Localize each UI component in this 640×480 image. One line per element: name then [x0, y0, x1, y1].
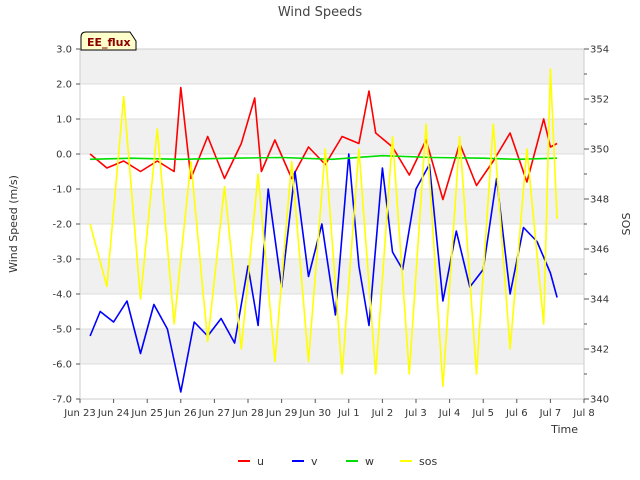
y-axis-right: 354 352 350 348 346 344 342 340: [584, 45, 609, 406]
site-badge-shape: [80, 31, 137, 51]
legend-label-w: w: [365, 455, 374, 468]
y-tick-label: 1.0: [56, 115, 72, 126]
x-tick-label: Jul 4: [438, 408, 461, 419]
y-tick-label: -6.0: [52, 360, 72, 371]
plot-band: [80, 49, 584, 84]
plot-band: [80, 189, 584, 224]
legend: u v w sos: [238, 455, 437, 468]
series-line-u: [89, 86, 558, 201]
y-tick-label: -1.0: [52, 185, 72, 196]
x-tick-label: Jun 24: [97, 408, 130, 419]
y2-tick-label: 340: [590, 395, 609, 406]
legend-label-u: u: [257, 455, 264, 468]
x-tick-label: Jul 8: [572, 408, 595, 419]
x-tick-label: Jun 30: [298, 408, 331, 419]
x-tick-label: Jun 29: [265, 408, 298, 419]
x-tick-label: Jul 2: [371, 408, 394, 419]
y2-tick-label: 350: [590, 145, 609, 156]
series-line-v: [89, 153, 558, 393]
x-tick-label: Jul 7: [539, 408, 562, 419]
y2-axis-label: SOS: [620, 213, 633, 236]
x-axis-label: Time: [550, 423, 578, 436]
y2-tick-label: 354: [590, 45, 609, 56]
chart-title: Wind Speeds: [278, 5, 363, 20]
plot-band: [80, 84, 584, 119]
y2-tick-label: 344: [590, 295, 609, 306]
y-tick-label: -2.0: [52, 220, 72, 231]
y-tick-label: 2.0: [56, 80, 72, 91]
series-line-sos: [89, 68, 558, 388]
y-axis-left: 3.0 2.0 1.0 0.0 -1.0 -2.0 -3.0 -4.0 -5.0 -6.0 -7.0: [52, 45, 80, 406]
plot-band: [80, 329, 584, 364]
x-tick-label: Jul 5: [471, 408, 494, 419]
plot-band: [80, 364, 584, 399]
y2-tick-label: 342: [590, 345, 609, 356]
y-axis-label: Wind Speed (m/s): [7, 175, 20, 273]
y2-tick-label: 348: [590, 195, 609, 206]
y-tick-label: -5.0: [52, 325, 72, 336]
legend-label-v: v: [311, 455, 318, 468]
site-badge-label: EE_flux: [87, 36, 131, 49]
y-tick-label: -4.0: [52, 290, 72, 301]
y2-tick-label: 346: [590, 245, 609, 256]
series-layer: [89, 68, 558, 393]
series-line-w: [90, 154, 558, 161]
plot-band: [80, 119, 584, 154]
y-tick-label: 0.0: [56, 150, 72, 161]
legend-label-sos: sos: [419, 455, 437, 468]
y-tick-label: -7.0: [52, 395, 72, 406]
y-tick-label: 3.0: [56, 45, 72, 56]
x-axis: Jun 23 Jun 24 Jun 25 Jun 26 Jun 27 Jun 28 Jun …: [63, 399, 595, 419]
x-tick-label: Jul 6: [505, 408, 528, 419]
x-tick-label: Jun 28: [231, 408, 264, 419]
x-tick-label: Jul 3: [404, 408, 427, 419]
x-tick-label: Jul 1: [337, 408, 360, 419]
x-tick-label: Jun 27: [198, 408, 231, 419]
x-tick-label: Jun 25: [130, 408, 163, 419]
x-tick-label: Jun 23: [63, 408, 96, 419]
x-tick-label: Jun 26: [164, 408, 197, 419]
y2-tick-label: 352: [590, 95, 609, 106]
y-tick-label: -3.0: [52, 255, 72, 266]
site-badge: EE_flux: [80, 31, 137, 51]
